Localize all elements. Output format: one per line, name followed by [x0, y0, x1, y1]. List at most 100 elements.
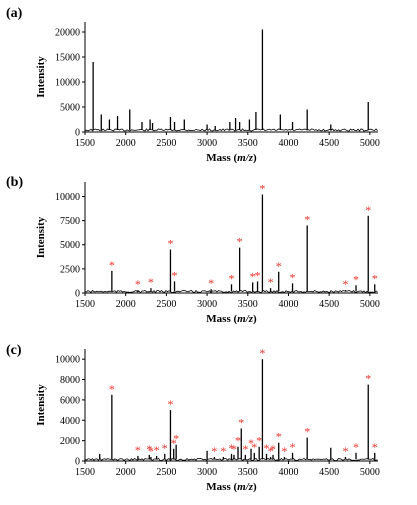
- y-tick-label: 0: [75, 289, 80, 300]
- y-tick-label: 0: [75, 128, 80, 139]
- panel-c: (c) 1500 2000 2500 3000 3500 4000 4500 5000 0 2000…: [6, 343, 380, 493]
- peak-marker: *: [342, 444, 348, 458]
- x-tick-label: 1500: [75, 138, 95, 149]
- peak-marker: *: [276, 259, 282, 273]
- spectrum-baseline: [84, 457, 378, 462]
- x-tick-label: 2000: [116, 299, 136, 310]
- peak-marker: *: [263, 441, 269, 455]
- peak-marker: *: [242, 442, 248, 456]
- y-tick-label: 0: [75, 457, 80, 468]
- peak-marker: *: [268, 275, 274, 289]
- peak-marker: *: [172, 268, 178, 282]
- peak-marker: *: [237, 235, 243, 249]
- peak-marker: *: [135, 277, 141, 291]
- x-tick-label: 3000: [197, 138, 217, 149]
- y-tick-label: 5000: [60, 240, 80, 251]
- peak-marker: *: [154, 443, 160, 457]
- peak-marker: *: [259, 346, 265, 360]
- peak-marker: *: [211, 444, 217, 458]
- x-axis-label-unit: m/z: [237, 481, 254, 493]
- peak-marker: *: [109, 258, 115, 272]
- x-tick-label: 4500: [319, 138, 339, 149]
- x-axis-label: Mass (m/z): [206, 152, 257, 164]
- x-tick-label: 5000: [360, 138, 380, 149]
- x-tick-label: 4000: [278, 138, 298, 149]
- x-tick-label: 3000: [197, 299, 217, 310]
- x-axis-label: Mass (m/z): [206, 481, 257, 493]
- peak-marker: *: [353, 440, 359, 454]
- peak-marker: *: [208, 276, 214, 290]
- x-tick-label: 5000: [360, 299, 380, 310]
- x-tick-label: 2500: [156, 467, 176, 478]
- peak-marker: *: [270, 442, 276, 456]
- peak-marker: *: [248, 436, 254, 450]
- peak-marker: *: [304, 212, 310, 226]
- x-tick-label: 2000: [116, 138, 136, 149]
- peak-marker: *: [135, 443, 141, 457]
- peak-marker: *: [229, 271, 235, 285]
- y-tick-label: 10000: [55, 78, 80, 89]
- x-tick-label: 2000: [116, 467, 136, 478]
- panel-label: (c): [6, 343, 22, 358]
- y-axis-label: Intensity: [35, 56, 47, 98]
- peak-marker: *: [304, 425, 310, 439]
- peak-marker: *: [372, 440, 378, 454]
- y-tick-label: 7500: [60, 216, 80, 227]
- y-tick-label: 4000: [60, 416, 80, 427]
- panel-label: (a): [6, 6, 23, 21]
- peak-marker: *: [231, 442, 237, 456]
- peak-marker: *: [365, 372, 371, 386]
- x-axis-label-end: ): [253, 313, 257, 325]
- peak-marker: *: [220, 444, 226, 458]
- x-tick-label: 4000: [278, 299, 298, 310]
- peak-marker: *: [281, 444, 287, 458]
- panel-label: (b): [6, 175, 23, 190]
- y-tick-label: 10000: [55, 192, 80, 203]
- y-tick-label: 5000: [60, 103, 80, 114]
- peak-marker: *: [365, 203, 371, 217]
- y-axis-label: Intensity: [35, 384, 47, 426]
- peak-marker: *: [171, 436, 177, 450]
- x-tick-label: 5000: [360, 467, 380, 478]
- x-tick-label: 2500: [156, 299, 176, 310]
- peak-marker: *: [259, 182, 265, 196]
- x-axis-label-end: ): [253, 152, 257, 164]
- x-tick-label: 3500: [238, 138, 258, 149]
- peak-marker: *: [167, 397, 173, 411]
- y-tick-label: 10000: [55, 355, 80, 366]
- x-axis-label-main: Mass (: [206, 152, 237, 164]
- peak-marker: *: [342, 277, 348, 291]
- peak-marker: *: [148, 275, 154, 289]
- peak-marker: *: [290, 270, 296, 284]
- y-axis-label: Intensity: [35, 216, 47, 258]
- spectrum-baseline: [84, 128, 378, 132]
- peak-marker: *: [229, 441, 235, 455]
- panel-b: (b) 1500 2000 2500 3000 3500 4000 4500 5000 0 2500…: [6, 175, 380, 325]
- x-tick-label: 1500: [75, 299, 95, 310]
- x-axis-label-main: Mass (: [206, 313, 237, 325]
- peak-marker: *: [109, 382, 115, 396]
- y-tick-label: 8000: [60, 375, 80, 386]
- x-axis-label-unit: m/z: [237, 152, 254, 164]
- peak-marker: *: [290, 440, 296, 454]
- y-tick-label: 2000: [60, 436, 80, 447]
- y-tick-label: 6000: [60, 395, 80, 406]
- peak-marker: *: [255, 268, 261, 282]
- peak-marker: *: [235, 434, 241, 448]
- panel-a: (a) 1500 2000 2500 3000 3500 4000 4500 5000 0 5000…: [6, 6, 380, 164]
- y-tick-label: 20000: [55, 28, 80, 39]
- peak-marker: *: [251, 440, 257, 454]
- peak-marker: *: [268, 444, 274, 458]
- y-tick-label: 2500: [60, 264, 80, 275]
- peak-marker: *: [276, 430, 282, 444]
- x-tick-label: 4500: [319, 299, 339, 310]
- x-tick-label: 4500: [319, 467, 339, 478]
- peak-marker: *: [353, 272, 359, 286]
- x-tick-label: 3500: [238, 467, 258, 478]
- y-tick-label: 15000: [55, 53, 80, 64]
- peak-marker: *: [146, 442, 152, 456]
- peak-marker: *: [256, 434, 262, 448]
- x-axis-label-unit: m/z: [237, 313, 254, 325]
- x-tick-label: 2500: [156, 138, 176, 149]
